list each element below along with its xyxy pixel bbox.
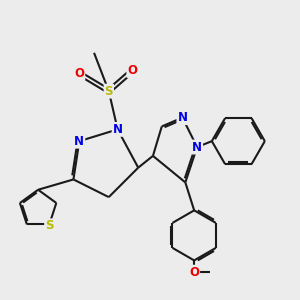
Text: N: N	[177, 111, 188, 124]
Text: O: O	[189, 266, 199, 279]
Text: N: N	[112, 123, 123, 136]
Text: N: N	[192, 141, 202, 154]
Text: S: S	[104, 85, 113, 98]
Text: N: N	[74, 135, 84, 148]
Text: O: O	[127, 64, 137, 77]
Text: O: O	[74, 67, 84, 80]
Text: S: S	[45, 219, 54, 232]
